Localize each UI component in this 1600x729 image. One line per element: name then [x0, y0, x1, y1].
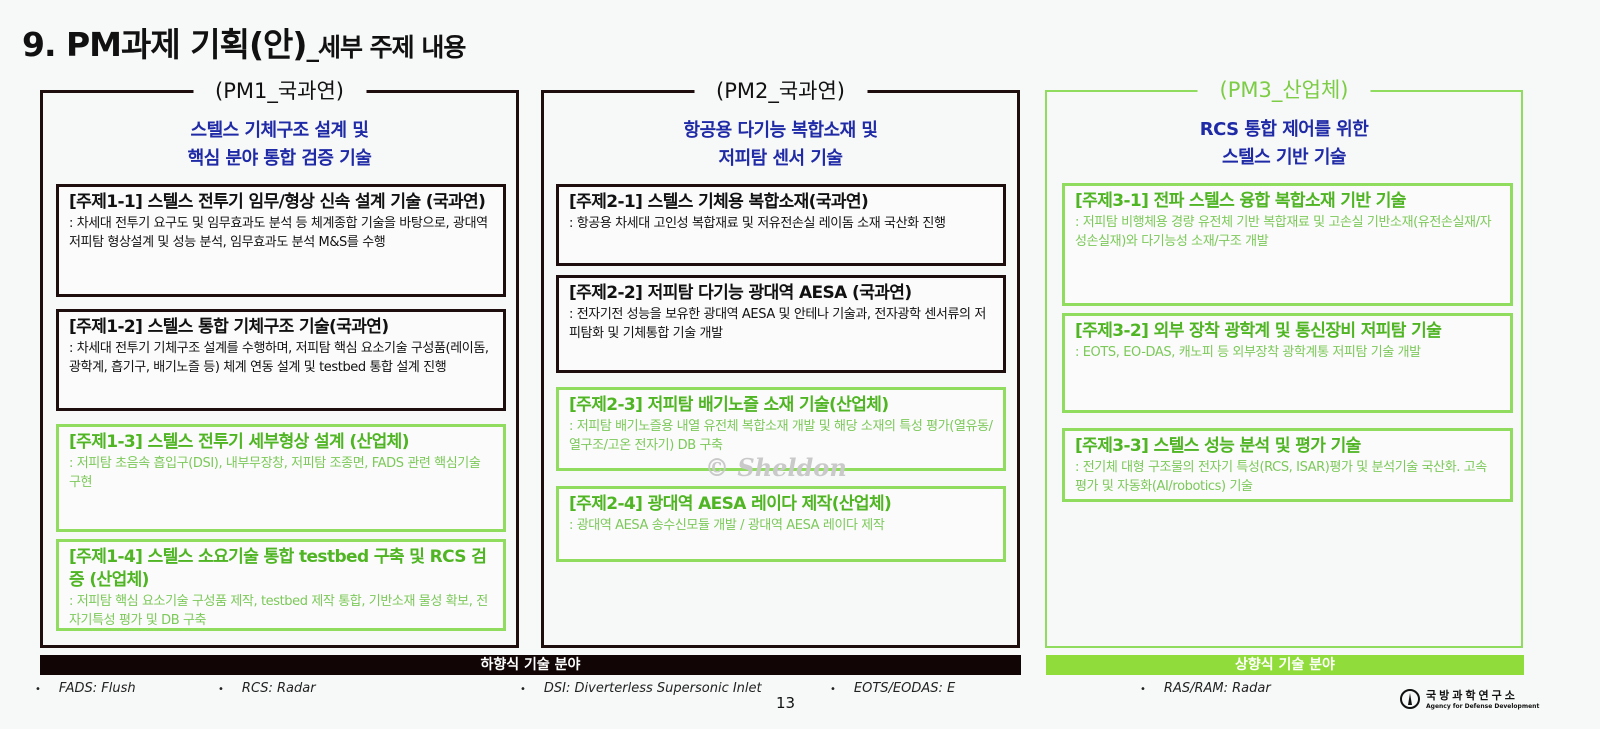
footnote: EOTS/EODAS: E — [830, 681, 955, 696]
pm3-column: (PM3_산업체) RCS 통합 제어를 위한 스텔스 기반 기술 — [1045, 74, 1523, 648]
bottomup-bar: 상향식 기술 분야 — [1046, 655, 1524, 675]
page-number: 13 — [776, 694, 796, 712]
topic-2-4: [주제2-4] 광대역 AESA 레이다 제작(산업체): 광대역 AESA 송… — [556, 486, 1006, 562]
topic-2-2: [주제2-2] 저피탐 다기능 광대역 AESA (국과연): 전자기전 성능을… — [556, 275, 1006, 373]
pm2-subtitle: 항공용 다기능 복합소재 및 저피탐 센서 기술 — [683, 120, 878, 169]
pm3-label: (PM3_산업체) — [1197, 74, 1371, 104]
footnote: DSI: Diverterless Supersonic Inlet — [520, 681, 762, 696]
topic-1-2: [주제1-2] 스텔스 통합 기체구조 기술(국과연): 차세대 전투기 기체구… — [56, 309, 506, 411]
pm2-column: (PM2_국과연) 항공용 다기능 복합소재 및 저피탐 센서 기술 — [541, 75, 1020, 648]
page-title: 9. PM과제 기획(안)_세부 주제 내용 — [22, 25, 466, 64]
watermark: © Sheldon — [705, 453, 847, 482]
add-emblem-icon — [1400, 688, 1420, 709]
topdown-bar: 하향식 기술 분야 — [40, 655, 1021, 675]
footnote: RAS/RAM: Radar — [1140, 681, 1271, 696]
topic-2-1: [주제2-1] 스텔스 기체용 복합소재(국과연): 항공용 차세대 고인성 복… — [556, 184, 1006, 266]
pm3-subtitle: RCS 통합 제어를 위한 스텔스 기반 기술 — [1199, 119, 1369, 168]
pm1-subtitle: 스텔스 기체구조 설계 및 핵심 분야 통합 검증 기술 — [187, 120, 372, 169]
footnote: FADS: Flush — [35, 681, 136, 696]
topic-3-3: [주제3-3] 스텔스 성능 분석 및 평가 기술: 전기체 대형 구조물의 전… — [1062, 428, 1513, 502]
pm1-label: (PM1_국과연) — [193, 75, 366, 105]
pm1-column: (PM1_국과연) 스텔스 기체구조 설계 및 핵심 분야 통합 검증 기술 — [40, 75, 519, 648]
topic-1-1: [주제1-1] 스텔스 전투기 임무/형상 신속 설계 기술 (국과연): 차세… — [56, 184, 506, 297]
topic-2-3: [주제2-3] 저피탐 배기노즐 소재 기술(산업체): 저피탐 배기노즐용 내… — [556, 387, 1006, 471]
logo-en: Agency for Defense Development — [1426, 703, 1540, 710]
topic-3-1: [주제3-1] 전파 스텔스 융합 복합소재 기반 기술: 저피탐 비행체용 경… — [1062, 183, 1513, 306]
topic-1-4: [주제1-4] 스텔스 소요기술 통합 testbed 구축 및 RCS 검증 … — [56, 539, 506, 631]
footnote: RCS: Radar — [218, 681, 316, 696]
pm2-label: (PM2_국과연) — [694, 75, 867, 105]
add-logo: 국방과학연구소 Agency for Defense Development — [1400, 687, 1539, 710]
topic-1-3: [주제1-3] 스텔스 전투기 세부형상 설계 (산업체): 저피탐 초음속 흡… — [56, 424, 506, 532]
logo-kr: 국방과학연구소 — [1426, 689, 1518, 702]
topic-3-2: [주제3-2] 외부 장착 광학계 및 통신장비 저피탐 기술: EOTS, E… — [1062, 313, 1513, 413]
